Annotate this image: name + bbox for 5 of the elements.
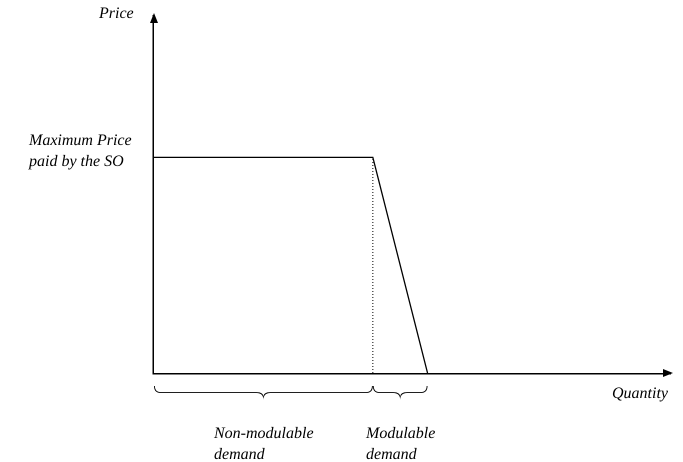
annotation: Maximum Price paid by the SO	[28, 132, 132, 170]
text: Modulable demand	[365, 425, 436, 462]
text: Price	[98, 5, 134, 22]
text: Non-modulable demand	[213, 425, 314, 462]
text: Quantity	[612, 385, 669, 402]
